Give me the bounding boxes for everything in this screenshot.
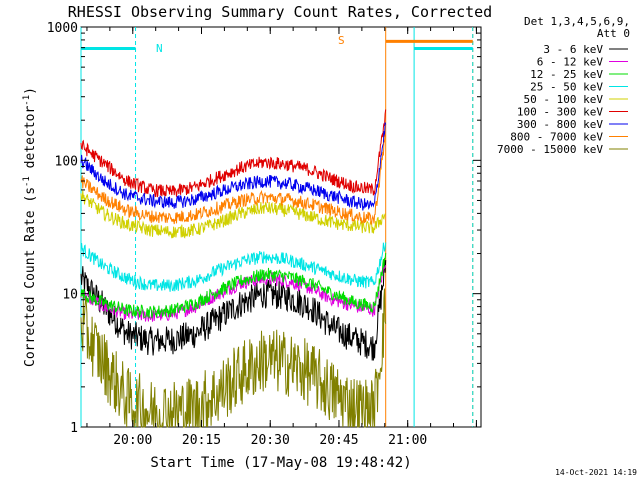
legend-label-800-7000-kev: 800 - 7000 keV [510,131,603,144]
series-6-12-kev [80,264,387,322]
legend-header-line-1: Det 1,3,4,5,6,9, [524,15,630,28]
y-tick-label-2: 10 [62,288,78,303]
axis-ticks: 20:00 20:15 20:30 20:45 21:00 1 10 100 1000 [47,21,481,448]
chart-title: RHESSI Observing Summary Count Rates, Co… [68,3,492,21]
x-tick-label-2: 20:15 [182,433,221,448]
series-3-6-kev [80,259,387,361]
series-lines [80,109,387,428]
flag-s-label: S [338,34,345,47]
legend-label-3-6-kev: 3 - 6 keV [543,43,603,56]
x-tick-label-5: 21:00 [388,433,427,448]
x-tick-label-1: 20:00 [113,433,152,448]
x-axis-label: Start Time (17-May-08 19:48:42) [150,455,411,471]
legend-label-12-25-kev: 12 - 25 keV [530,68,603,81]
series-7000-15000-kev [80,288,387,428]
interval-bars [81,39,473,50]
legend-label-50-100-kev: 50 - 100 keV [524,93,604,106]
legend-label-25-50-kev: 25 - 50 keV [530,81,603,94]
legend-label-6-12-kev: 6 - 12 keV [537,56,604,69]
series-800-7000-kev [80,134,387,225]
series-50-100-kev [80,190,386,239]
legend-label-100-300-kev: 100 - 300 keV [517,106,603,119]
x-tick-label-4: 20:45 [319,433,358,448]
legend-header-line-2: Att 0 [597,27,630,40]
series-300-800-kev [80,122,387,211]
y-axis-label: Corrected Count Rate (s-1 detector-1) [22,87,38,367]
legend-label-7000-15000-kev: 7000 - 15000 keV [497,143,603,156]
y-tick-label-3: 100 [55,154,78,169]
legend-label-300-800-kev: 300 - 800 keV [517,118,603,131]
y-tick-label-4: 1000 [47,21,78,36]
y-tick-label-1: 1 [70,421,78,436]
series-25-50-kev [80,242,387,292]
series-100-300-kev [80,109,387,198]
series-12-25-kev [80,252,387,319]
timestamp: 14-Oct-2021 14:19 [555,468,637,477]
flag-n-label: N [156,42,163,55]
x-tick-label-3: 20:30 [251,433,290,448]
